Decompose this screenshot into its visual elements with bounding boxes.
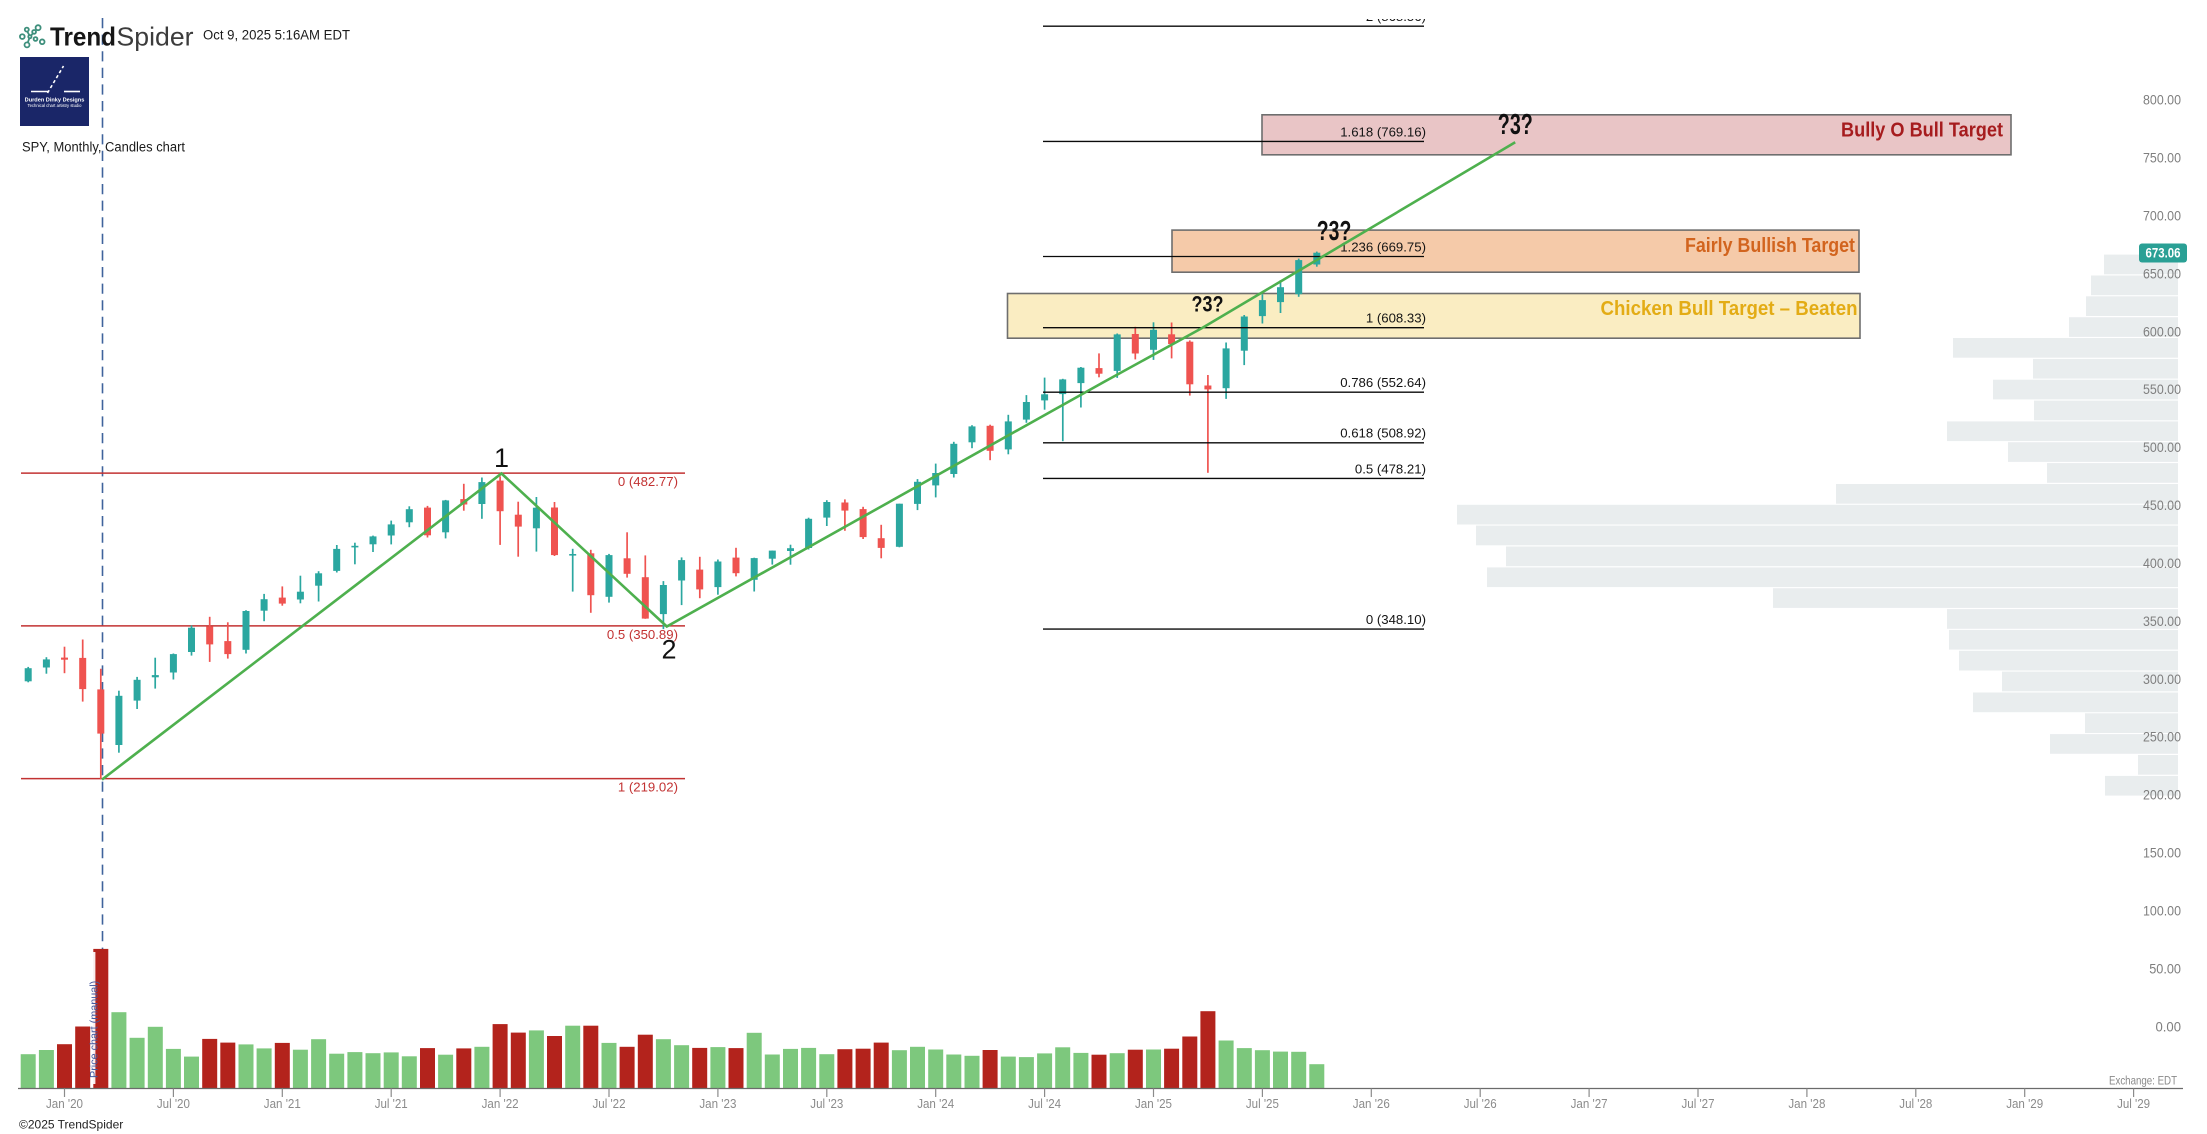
svg-text:0 (348.10): 0 (348.10) (1366, 612, 1426, 627)
svg-text:Chicken Bull Target – Beaten: Chicken Bull Target – Beaten (1601, 297, 1858, 320)
svg-text:Jan '29: Jan '29 (2006, 1096, 2043, 1111)
svg-text:Jan '27: Jan '27 (1571, 1096, 1608, 1111)
svg-text:Price chart (manual): Price chart (manual) (89, 981, 101, 1078)
svg-text:Jan '26: Jan '26 (1353, 1096, 1390, 1111)
svg-text:0.618 (508.92): 0.618 (508.92) (1340, 426, 1426, 441)
svg-text:Exchange: EDT: Exchange: EDT (2109, 1074, 2177, 1088)
svg-text:Jul '29: Jul '29 (2117, 1096, 2150, 1111)
svg-text:Trend: Trend (50, 22, 116, 52)
svg-text:400.00: 400.00 (2143, 556, 2181, 571)
svg-text:2: 2 (661, 635, 676, 665)
svg-text:50.00: 50.00 (2149, 961, 2181, 976)
svg-text:?3?: ?3? (1192, 291, 1224, 316)
svg-text:Jul '28: Jul '28 (1899, 1096, 1932, 1111)
svg-text:Jul '22: Jul '22 (593, 1096, 626, 1111)
svg-text:750.00: 750.00 (2143, 151, 2181, 166)
svg-text:Jul '27: Jul '27 (1682, 1096, 1715, 1111)
svg-text:1: 1 (494, 443, 509, 473)
svg-text:Spider: Spider (117, 22, 194, 52)
svg-text:Jul '23: Jul '23 (810, 1096, 843, 1111)
svg-text:Jan '23: Jan '23 (699, 1096, 736, 1111)
svg-text:300.00: 300.00 (2143, 672, 2181, 687)
svg-text:350.00: 350.00 (2143, 614, 2181, 629)
svg-text:0.5 (478.21): 0.5 (478.21) (1355, 461, 1426, 476)
svg-text:Durden Dinky Designs: Durden Dinky Designs (25, 98, 85, 104)
svg-text:Jul '21: Jul '21 (375, 1096, 408, 1111)
svg-text:Jan '25: Jan '25 (1135, 1096, 1172, 1111)
svg-text:Technical chart artistry studi: Technical chart artistry studio (28, 103, 83, 108)
svg-text:600.00: 600.00 (2143, 324, 2181, 339)
svg-text:Jan '22: Jan '22 (482, 1096, 519, 1111)
svg-text:0.5 (350.89): 0.5 (350.89) (607, 627, 678, 642)
svg-text:Jan '24: Jan '24 (917, 1096, 954, 1111)
svg-text:0.786 (552.64): 0.786 (552.64) (1340, 375, 1426, 390)
svg-text:550.00: 550.00 (2143, 382, 2181, 397)
svg-text:673.06: 673.06 (2146, 246, 2181, 261)
svg-text:1.618 (769.16): 1.618 (769.16) (1340, 124, 1426, 139)
svg-text:Jul '20: Jul '20 (157, 1096, 190, 1111)
svg-text:Jan '21: Jan '21 (264, 1096, 301, 1111)
svg-text:800.00: 800.00 (2143, 93, 2181, 108)
svg-text:Fairly Bullish Target: Fairly Bullish Target (1685, 234, 1855, 257)
svg-text:0 (482.77): 0 (482.77) (618, 474, 678, 489)
svg-text:1 (219.02): 1 (219.02) (618, 780, 678, 795)
svg-text:500.00: 500.00 (2143, 440, 2181, 455)
svg-text:100.00: 100.00 (2143, 904, 2181, 919)
svg-text:Jul '26: Jul '26 (1464, 1096, 1497, 1111)
svg-text:200.00: 200.00 (2143, 788, 2181, 803)
svg-text:Bully O Bull Target: Bully O Bull Target (1841, 119, 2003, 142)
svg-text:SPY, Monthly, Candles chart: SPY, Monthly, Candles chart (22, 140, 185, 155)
svg-text:Jan '20: Jan '20 (46, 1096, 83, 1111)
svg-text:?3?: ?3? (1317, 215, 1352, 246)
svg-text:450.00: 450.00 (2143, 498, 2181, 513)
svg-text:650.00: 650.00 (2143, 266, 2181, 281)
svg-text:0.00: 0.00 (2156, 1019, 2182, 1034)
svg-text:700.00: 700.00 (2143, 209, 2181, 224)
svg-text:Oct 9, 2025 5:16AM EDT: Oct 9, 2025 5:16AM EDT (203, 28, 350, 43)
svg-text:?3?: ?3? (1498, 109, 1533, 141)
svg-text:©2025 TrendSpider: ©2025 TrendSpider (19, 1118, 123, 1132)
svg-text:1 (608.33): 1 (608.33) (1366, 311, 1426, 326)
svg-text:250.00: 250.00 (2143, 730, 2181, 745)
svg-text:Jul '24: Jul '24 (1028, 1096, 1061, 1111)
svg-text:Jan '28: Jan '28 (1788, 1096, 1825, 1111)
svg-text:1.236 (669.75): 1.236 (669.75) (1340, 239, 1426, 254)
svg-text:Jul '25: Jul '25 (1246, 1096, 1279, 1111)
svg-text:150.00: 150.00 (2143, 846, 2181, 861)
